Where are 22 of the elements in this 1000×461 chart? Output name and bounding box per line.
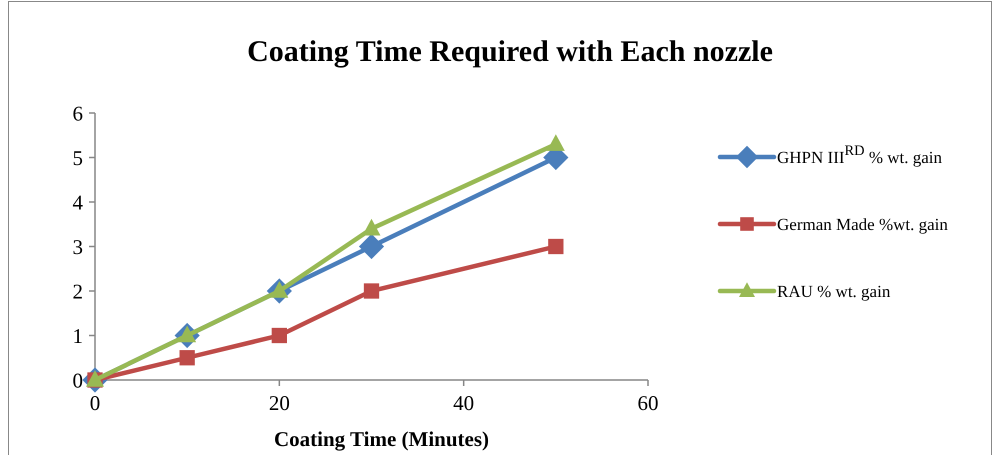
x-tick-label: 20 xyxy=(268,391,290,415)
chart-title: Coating Time Required with Each nozzle xyxy=(247,35,773,68)
x-axis-title: Coating Time (Minutes) xyxy=(274,427,490,451)
x-tick-label: 60 xyxy=(638,391,658,415)
y-tick-label: 0 xyxy=(72,368,83,392)
point xyxy=(548,238,564,254)
y-tick-label: 5 xyxy=(72,146,83,170)
point xyxy=(546,134,565,151)
y-tick-label: 2 xyxy=(72,279,83,304)
y-tick-label: 3 xyxy=(72,234,83,259)
legend-label: RAU % wt. gain xyxy=(777,282,891,301)
point xyxy=(364,283,380,299)
point xyxy=(180,350,195,366)
legend-label: GHPN III$^{RD}$ % wt. gain xyxy=(777,143,943,167)
point xyxy=(358,234,384,260)
x-tick-label: 40 xyxy=(453,391,474,415)
y-tick-label: 1 xyxy=(72,324,83,348)
y-tick-label: 6 xyxy=(72,101,83,126)
x-tick-label: 0 xyxy=(90,391,100,415)
legend-label: German Made %wt. gain xyxy=(777,215,948,234)
point xyxy=(272,328,287,344)
y-tick-label: 4 xyxy=(72,190,84,214)
